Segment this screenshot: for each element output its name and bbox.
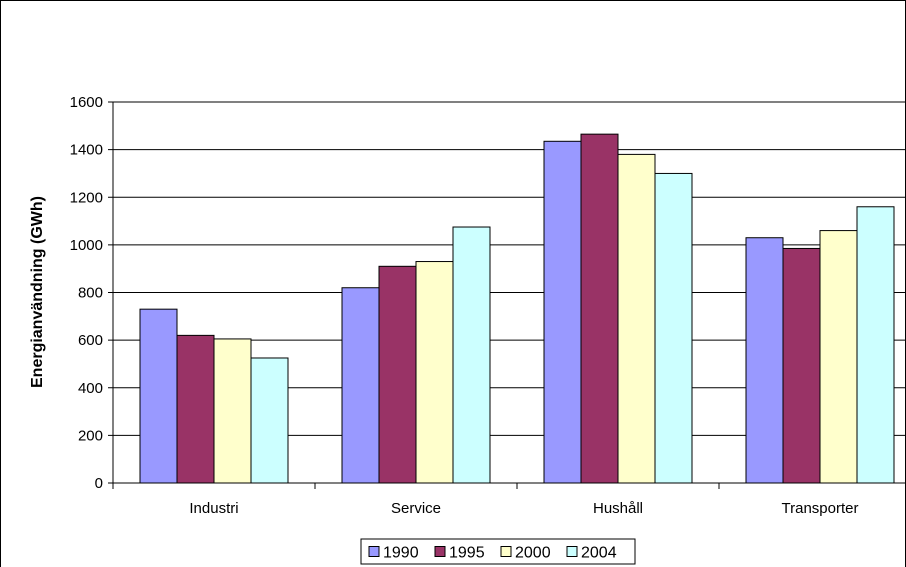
legend-label: 2004 <box>581 545 617 562</box>
bar-2000-transporter <box>819 230 858 484</box>
bar-1995-hushåll <box>580 133 619 484</box>
legend-swatch <box>566 546 578 557</box>
x-category-label: Hushåll <box>593 500 643 517</box>
y-tick-label: 400 <box>78 380 103 397</box>
legend-swatch <box>368 546 380 557</box>
bar-2004-hushåll <box>654 172 693 484</box>
bar-1995-transporter <box>782 247 821 484</box>
bar-1995-industri <box>176 334 215 484</box>
y-tick-label: 1400 <box>70 142 103 159</box>
y-tick-label: 0 <box>95 475 103 492</box>
bar-1990-hushåll <box>543 140 582 484</box>
bars <box>139 133 895 484</box>
legend-swatch <box>434 546 446 557</box>
bar-1990-service <box>341 287 380 484</box>
bar-2000-industri <box>213 338 252 484</box>
bar-1990-transporter <box>745 237 784 484</box>
y-tick-label: 1200 <box>70 189 103 206</box>
legend-label: 1990 <box>383 545 419 562</box>
x-category-label: Transporter <box>782 500 859 517</box>
legend: 1990 1995 2000 2004 <box>360 538 636 565</box>
y-tick-label: 600 <box>78 332 103 349</box>
bar-2000-hushåll <box>617 153 656 484</box>
axes <box>108 101 906 489</box>
y-tick-label: 1000 <box>70 237 103 254</box>
bar-2004-transporter <box>856 206 895 484</box>
legend-box <box>360 538 636 565</box>
bar-2004-industri <box>250 357 289 484</box>
bar-2004-service <box>452 226 491 484</box>
bar-1995-service <box>378 265 417 484</box>
y-tick-label: 200 <box>78 427 103 444</box>
x-category-label: Industri <box>189 500 238 517</box>
y-tick-label: 1600 <box>70 94 103 111</box>
bar-1990-industri <box>139 308 178 484</box>
bar-2000-service <box>415 261 454 484</box>
y-tick-labels: 0 200 400 600 800 1000 1200 1400 1600 <box>70 94 103 492</box>
legend-swatch <box>500 546 512 557</box>
y-axis-title: Energianvändning (GWh) <box>29 196 46 388</box>
x-category-labels: Industri Service Hushåll Transporter <box>189 500 858 517</box>
x-category-label: Service <box>391 500 441 517</box>
legend-label: 1995 <box>449 545 485 562</box>
legend-label: 2000 <box>515 545 551 562</box>
y-tick-label: 800 <box>78 285 103 302</box>
